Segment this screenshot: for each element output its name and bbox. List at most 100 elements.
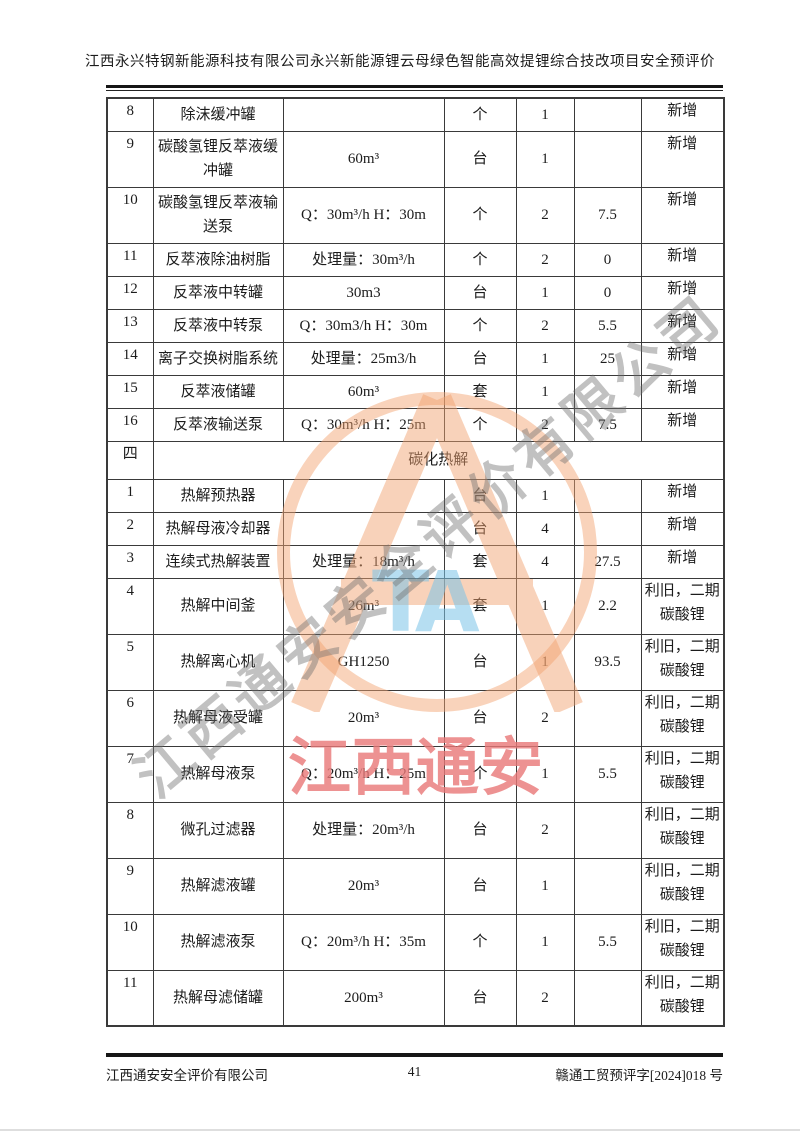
cell-index: 8 <box>106 97 154 132</box>
cell-unit: 个 <box>443 186 517 244</box>
cell-index: 16 <box>106 407 154 442</box>
cell-power <box>573 801 642 859</box>
table-row: 15 反萃液储罐 60m³ 套 1 新增 <box>106 374 725 409</box>
cell-quantity: 1 <box>515 97 575 132</box>
equipment-table: 8 除沫缓冲罐个 1 新增 9 碳酸氢锂反萃液缓冲罐 60m³ 台 1 新增 10 碳酸氢锂反萃液输送… <box>106 97 725 1027</box>
table-row: 3 连续式热解装置 处理量：18m³/h 套 4 27.5 新增 <box>106 544 725 579</box>
cell-quantity: 1 <box>515 275 575 310</box>
cell-power <box>573 130 642 188</box>
cell-equipment-name: 微孔过滤器 <box>152 801 284 859</box>
cell-power <box>573 478 642 513</box>
cell-unit: 个 <box>443 745 517 803</box>
cell-unit: 台 <box>443 857 517 915</box>
cell-specification: 20m³ <box>282 689 445 747</box>
cell-equipment-name: 反萃液除油树脂 <box>152 242 284 277</box>
cell-power: 5.5 <box>573 308 642 343</box>
cell-specification: GH1250 <box>282 633 445 691</box>
cell-unit: 台 <box>443 633 517 691</box>
cell-quantity: 1 <box>515 913 575 971</box>
cell-remark: 利旧，二期碳酸锂 <box>640 969 725 1027</box>
cell-unit: 台 <box>443 478 517 513</box>
cell-specification: 处理量：25m3/h <box>282 341 445 376</box>
cell-remark: 新增 <box>640 242 725 277</box>
cell-power: 0 <box>573 242 642 277</box>
cell-unit: 台 <box>443 341 517 376</box>
cell-index: 5 <box>106 633 154 691</box>
document-header-title: 江西永兴特钢新能源科技有限公司永兴新能源锂云母绿色智能高效提锂综合技改项目安全预… <box>85 54 715 70</box>
cell-index: 14 <box>106 341 154 376</box>
cell-remark: 新增 <box>640 374 725 409</box>
cell-index: 11 <box>106 242 154 277</box>
cell-specification: Q：30m³/h H：30m <box>282 186 445 244</box>
cell-remark: 利旧，二期碳酸锂 <box>640 857 725 915</box>
table-row: 11 反萃液除油树脂 处理量：30m³/h 个 2 0 新增 <box>106 242 725 277</box>
cell-index: 9 <box>106 857 154 915</box>
table-row: 11 热解母滤储罐 200m³ 台 2 利旧，二期碳酸锂 <box>106 969 725 1027</box>
cell-power: 2.2 <box>573 577 642 635</box>
cell-power: 5.5 <box>573 913 642 971</box>
cell-equipment-name: 热解母滤储罐 <box>152 969 284 1027</box>
cell-remark: 新增 <box>640 275 725 310</box>
footer-doc-number: 赣通工贸预评字[2024]018 号 <box>555 1068 724 1083</box>
cell-power <box>573 857 642 915</box>
cell-quantity: 1 <box>515 633 575 691</box>
cell-unit: 个 <box>443 407 517 442</box>
cell-specification: 200m³ <box>282 969 445 1027</box>
cell-index: 四 <box>106 440 154 480</box>
cell-index: 8 <box>106 801 154 859</box>
cell-unit: 个 <box>443 242 517 277</box>
table-row: 8 除沫缓冲罐 个 1 新增 <box>106 97 725 132</box>
table-row: 10 碳酸氢锂反萃液输送泵 Q：30m³/h H：30m 个 2 7.5 新增 <box>106 186 725 244</box>
cell-specification: 30m3 <box>282 275 445 310</box>
cell-quantity: 2 <box>515 689 575 747</box>
cell-quantity: 2 <box>515 801 575 859</box>
cell-specification <box>282 511 445 546</box>
cell-remark: 利旧，二期碳酸锂 <box>640 633 725 691</box>
cell-index: 7 <box>106 745 154 803</box>
cell-power <box>573 97 642 132</box>
cell-equipment-name: 除沫缓冲罐 <box>152 97 284 132</box>
cell-remark: 新增 <box>640 130 725 188</box>
table-row: 5 热解离心机 GH1250 台 1 93.5 利旧，二期碳酸锂 <box>106 633 725 691</box>
cell-specification: Q：20m³/h H：25m <box>282 745 445 803</box>
cell-unit: 套 <box>443 544 517 579</box>
cell-index: 6 <box>106 689 154 747</box>
cell-index: 2 <box>106 511 154 546</box>
cell-remark: 新增 <box>640 407 725 442</box>
cell-index: 4 <box>106 577 154 635</box>
cell-specification <box>282 97 445 132</box>
cell-remark: 利旧，二期碳酸锂 <box>640 577 725 635</box>
table-row: 12 反萃液中转罐 30m3 台 1 0 新增 <box>106 275 725 310</box>
cell-index: 1 <box>106 478 154 513</box>
cell-power <box>573 689 642 747</box>
cell-equipment-name: 热解母液受罐 <box>152 689 284 747</box>
cell-specification: 处理量：20m³/h <box>282 801 445 859</box>
cell-power: 5.5 <box>573 745 642 803</box>
cell-equipment-name: 热解预热器 <box>152 478 284 513</box>
cell-specification: 60m³ <box>282 130 445 188</box>
cell-power: 7.5 <box>573 186 642 244</box>
cell-equipment-name: 反萃液输送泵 <box>152 407 284 442</box>
table-row: 7 热解母液泵 Q：20m³/h H：25m 个 1 5.5 利旧，二期碳酸锂 <box>106 745 725 803</box>
table-row: 8 微孔过滤器 处理量：20m³/h 台 2 利旧，二期碳酸锂 <box>106 801 725 859</box>
cell-specification: Q：20m³/h H：35m <box>282 913 445 971</box>
cell-specification: 26m³ <box>282 577 445 635</box>
cell-equipment-name: 热解中间釜 <box>152 577 284 635</box>
cell-equipment-name: 热解滤液罐 <box>152 857 284 915</box>
table-row: 10 热解滤液泵 Q：20m³/h H：35m 个 1 5.5 利旧，二期碳酸锂 <box>106 913 725 971</box>
cell-unit: 个 <box>443 97 517 132</box>
cell-index: 3 <box>106 544 154 579</box>
cell-equipment-name: 热解离心机 <box>152 633 284 691</box>
header-divider-rule <box>106 85 723 91</box>
cell-index: 9 <box>106 130 154 188</box>
cell-remark: 新增 <box>640 97 725 132</box>
cell-quantity: 1 <box>515 341 575 376</box>
cell-quantity: 2 <box>515 186 575 244</box>
cell-remark: 利旧，二期碳酸锂 <box>640 689 725 747</box>
cell-unit: 套 <box>443 577 517 635</box>
cell-remark: 新增 <box>640 308 725 343</box>
cell-remark: 新增 <box>640 511 725 546</box>
cell-unit: 个 <box>443 913 517 971</box>
cell-unit: 台 <box>443 969 517 1027</box>
